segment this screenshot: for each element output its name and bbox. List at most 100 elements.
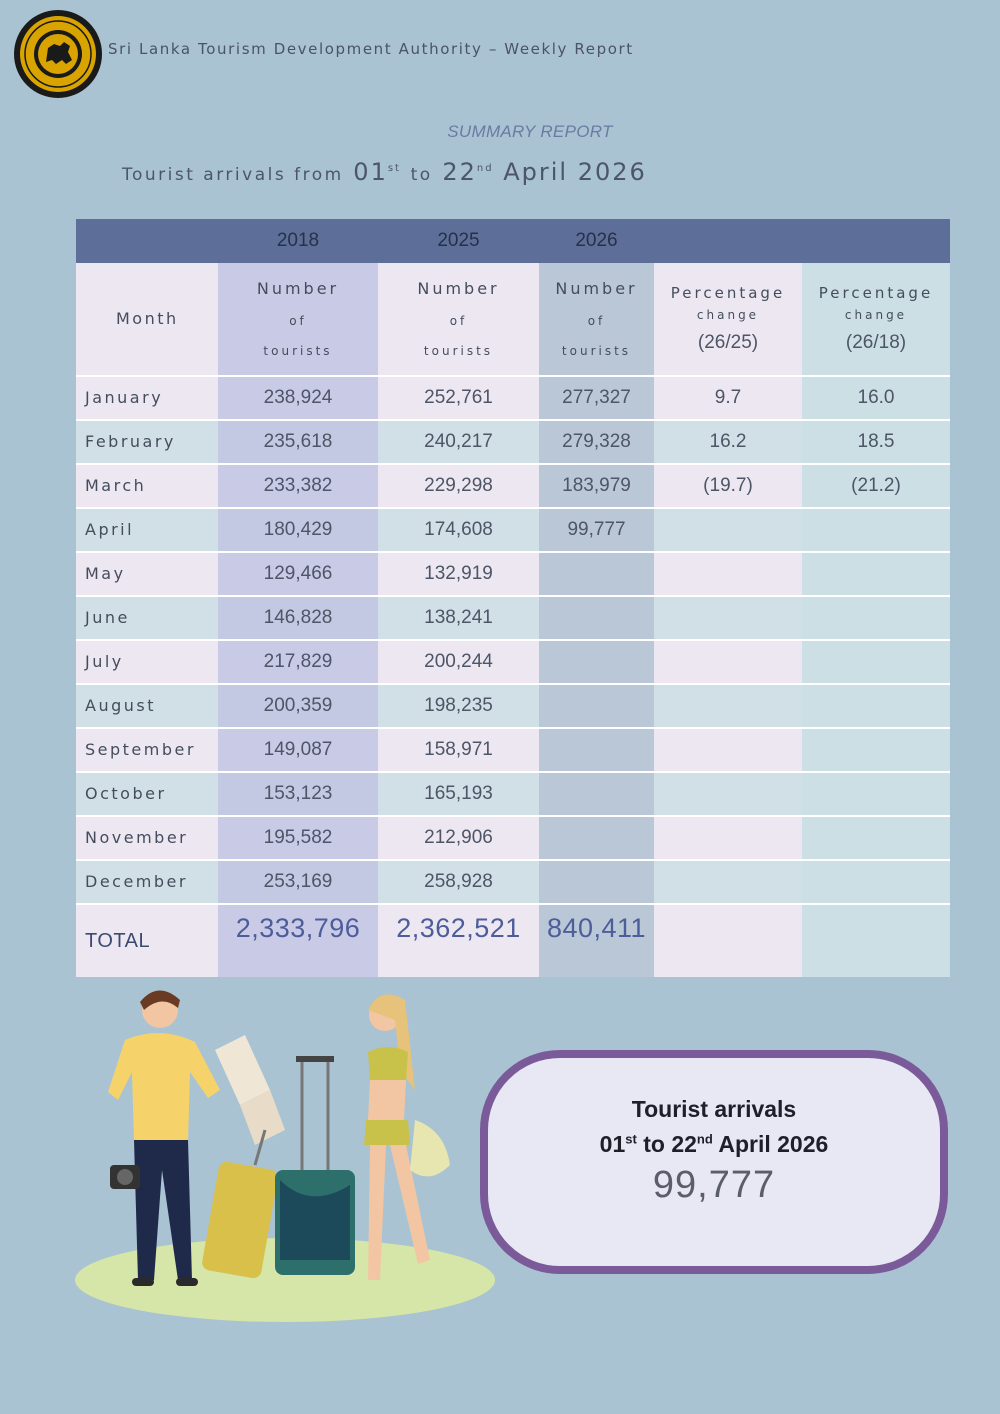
cell-pct-26-18: [802, 684, 950, 729]
column-header-row: Month Number of tourists Number of touri…: [76, 263, 950, 377]
pct-change-header-26-18: Percentage change (26/18): [802, 263, 950, 377]
total-2026: 840,411: [539, 904, 654, 977]
cell-2025: 165,193: [378, 772, 539, 817]
month-label: March: [85, 476, 147, 495]
month-label: January: [85, 388, 164, 407]
arrivals-callout: Tourist arrivals 01st to 22nd April 2026…: [480, 1050, 948, 1274]
cell-pct-26-25: [654, 552, 802, 597]
month-cell: April: [76, 508, 218, 553]
logo-sunburst: [14, 10, 102, 98]
cell-2025: 240,217: [378, 420, 539, 465]
callout-period: 01st to 22nd April 2026: [599, 1131, 829, 1157]
year-header-2026: 2026: [539, 219, 654, 263]
callout-title: Tourist arrivals: [631, 1096, 797, 1122]
month-cell: June: [76, 596, 218, 641]
travellers-illustration: [75, 990, 495, 1322]
cell-2018: 149,087: [218, 728, 378, 773]
month-cell: January: [76, 376, 218, 421]
summary-report-label: SUMMARY REPORT: [447, 122, 613, 141]
cell-pct-26-25: 9.7: [654, 376, 802, 421]
cell-pct-26-18: [802, 552, 950, 597]
month-label: May: [85, 564, 126, 583]
number-header-2025: Number of tourists: [378, 263, 539, 377]
cell-2025: 158,971: [378, 728, 539, 773]
cell-pct-26-25: [654, 640, 802, 685]
total-label: TOTAL: [76, 904, 218, 977]
cell-pct-26-25: [654, 684, 802, 729]
month-label: July: [85, 652, 124, 671]
cell-2026: 99,777: [539, 508, 654, 553]
summer-suitcase: [275, 1056, 355, 1275]
total-2018: 2,333,796: [218, 904, 378, 977]
table-row: February 235,618 240,217 279,328 16.2 18.5: [76, 420, 950, 465]
cell-2026: [539, 596, 654, 641]
cell-2026: 279,328: [539, 420, 654, 465]
subtitle-day1: 01: [353, 158, 388, 186]
cell-pct-26-25: [654, 772, 802, 817]
month-label: February: [85, 432, 176, 451]
cell-2026: [539, 640, 654, 685]
month-label: October: [85, 784, 167, 803]
header-band-blank: [802, 219, 950, 263]
total-pct2-empty: [802, 904, 950, 977]
table-row: November 195,582 212,906: [76, 816, 950, 861]
cell-2025: 198,235: [378, 684, 539, 729]
cell-pct-26-18: 16.0: [802, 376, 950, 421]
month-cell: August: [76, 684, 218, 729]
cell-2026: 183,979: [539, 464, 654, 509]
month-cell: July: [76, 640, 218, 685]
cell-2025: 200,244: [378, 640, 539, 685]
table-row: December 253,169 258,928: [76, 860, 950, 905]
subtitle-day2: 22: [442, 158, 477, 186]
cell-pct-26-18: [802, 772, 950, 817]
cell-2018: 253,169: [218, 860, 378, 905]
month-cell: February: [76, 420, 218, 465]
cell-2025: 229,298: [378, 464, 539, 509]
cell-2018: 180,429: [218, 508, 378, 553]
month-cell: November: [76, 816, 218, 861]
month-cell: September: [76, 728, 218, 773]
total-pct1-empty: [654, 904, 802, 977]
cell-pct-26-18: [802, 508, 950, 553]
year-header-2025: 2025: [378, 219, 539, 263]
cell-2025: 258,928: [378, 860, 539, 905]
callout-value: 99,777: [652, 1164, 776, 1206]
subtitle-day2-sup: nd: [476, 163, 494, 174]
cell-pct-26-18: [802, 728, 950, 773]
year-header-2018: 2018: [218, 219, 378, 263]
table-row: May 129,466 132,919: [76, 552, 950, 597]
cell-pct-26-25: [654, 728, 802, 773]
cell-2026: 277,327: [539, 376, 654, 421]
month-column-header: Month: [76, 263, 218, 377]
subtitle-day1-sup: st: [387, 163, 401, 174]
cell-pct-26-25: [654, 816, 802, 861]
woman-figure: [364, 994, 450, 1280]
month-rows: January 238,924 252,761 277,327 9.7 16.0 Febru…: [76, 376, 950, 905]
cell-2018: 238,924: [218, 376, 378, 421]
organization-name: Sri Lanka Tourism Development Authority …: [108, 40, 634, 58]
cell-pct-26-25: [654, 508, 802, 553]
cell-2018: 217,829: [218, 640, 378, 685]
cell-pct-26-25: [654, 596, 802, 641]
yellow-suitcase: [202, 1129, 278, 1279]
table-row: October 153,123 165,193: [76, 772, 950, 817]
cell-pct-26-18: [802, 596, 950, 641]
report-subtitle: Tourist arrivals from 01st to 22nd April…: [122, 158, 647, 186]
table-row: August 200,359 198,235: [76, 684, 950, 729]
table-row: June 146,828 138,241: [76, 596, 950, 641]
cell-pct-26-18: 18.5: [802, 420, 950, 465]
cell-pct-26-25: 16.2: [654, 420, 802, 465]
month-cell: March: [76, 464, 218, 509]
month-label: August: [85, 696, 156, 715]
month-cell: December: [76, 860, 218, 905]
header-band-blank: [76, 219, 218, 263]
number-header-2026: Number of tourists: [539, 263, 654, 377]
cell-2018: 153,123: [218, 772, 378, 817]
table-row: January 238,924 252,761 277,327 9.7 16.0: [76, 376, 950, 421]
month-cell: May: [76, 552, 218, 597]
sltda-logo: [14, 10, 102, 98]
cell-2026: [539, 772, 654, 817]
month-label: June: [85, 608, 130, 627]
cell-pct-26-25: (19.7): [654, 464, 802, 509]
month-label: December: [85, 872, 188, 891]
